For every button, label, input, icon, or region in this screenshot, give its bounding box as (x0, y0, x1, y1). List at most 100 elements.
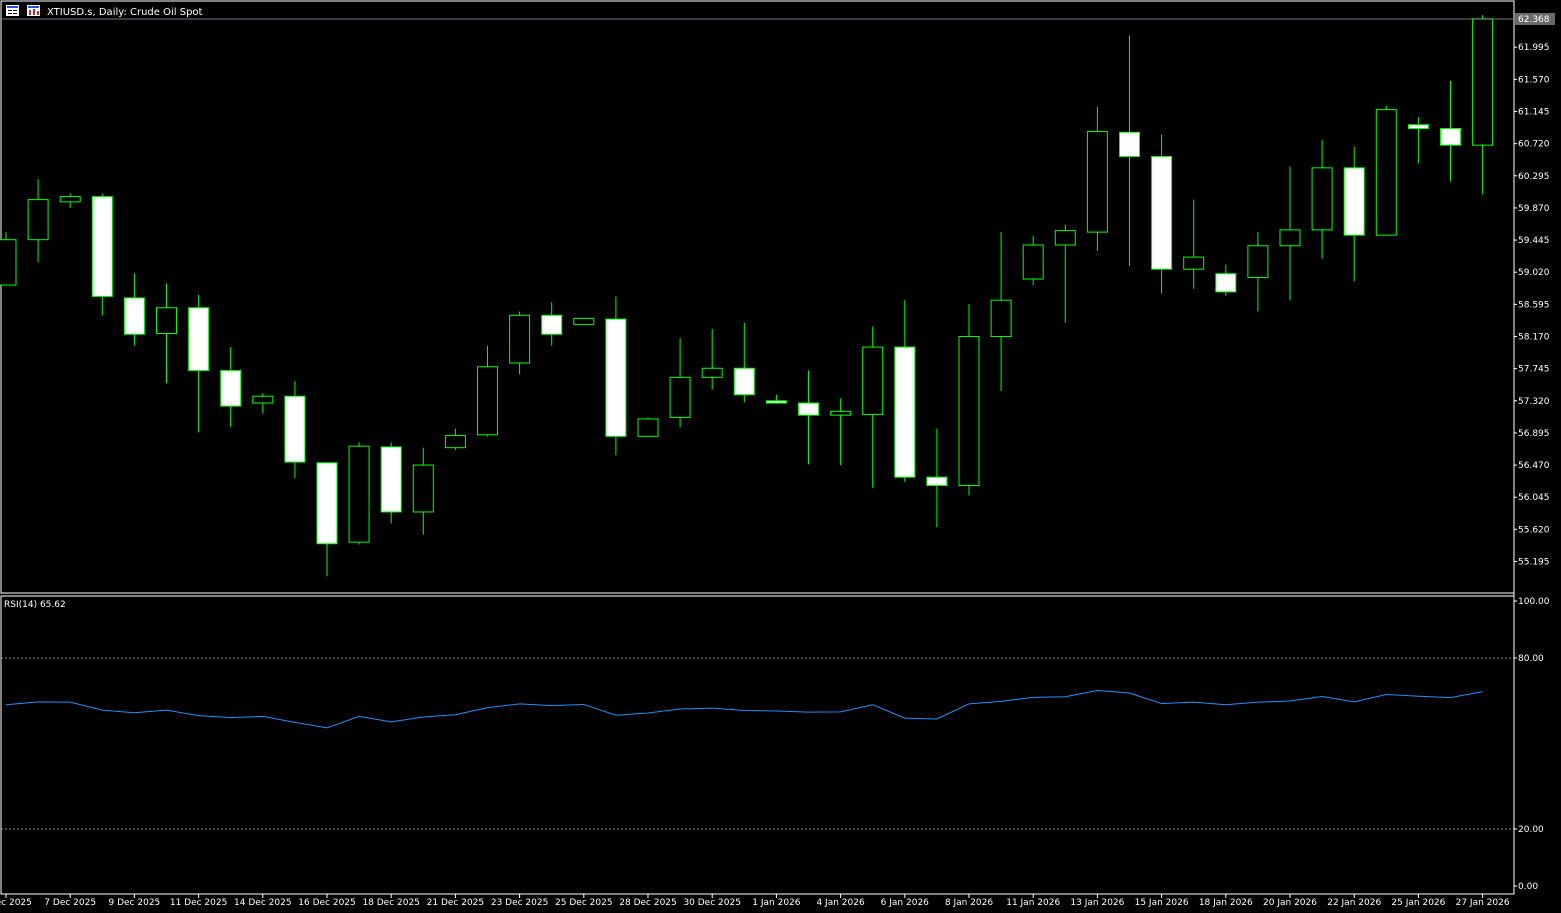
candle-body (765, 400, 787, 404)
price-tick-label: 60.720 (1518, 140, 1550, 150)
candle-body (798, 402, 819, 416)
candle-body (252, 395, 274, 404)
candle (541, 302, 563, 346)
candle (573, 317, 595, 325)
candle-body (1054, 230, 1076, 246)
price-tick-label: 56.470 (1518, 461, 1550, 471)
candle-body (1472, 18, 1494, 146)
candle (316, 462, 338, 577)
candle (1472, 15, 1494, 195)
current-price-badge (1515, 13, 1555, 25)
candle-body (188, 307, 210, 372)
candle-body (701, 367, 723, 378)
candle (220, 347, 242, 428)
candle-body (156, 307, 177, 334)
candle-body (1086, 131, 1108, 233)
candle (1247, 232, 1269, 312)
candle-body (1407, 124, 1429, 130)
bar-chart-icon[interactable] (27, 5, 40, 16)
price-tick-label: 59.445 (1518, 236, 1550, 246)
rsi-axis: 100.00 80.00 20.00 0.00 (1514, 597, 1550, 892)
candle-body (412, 464, 434, 513)
price-tick-label: 61.995 (1518, 43, 1550, 53)
time-tick-label: 27 Jan 2026 (1456, 898, 1510, 908)
time-tick-label: 4 Dec 2025 (0, 898, 32, 908)
candle-body (1375, 109, 1397, 236)
candle (1086, 106, 1108, 252)
candle-body (1440, 128, 1461, 146)
candle (958, 303, 980, 496)
price-tick-label: 61.145 (1518, 107, 1550, 117)
candle-body (123, 297, 145, 335)
candle-body (1119, 131, 1140, 157)
time-tick-label: 28 Dec 2025 (619, 898, 677, 908)
rsi-tick-label: 20.00 (1518, 825, 1544, 835)
candle (830, 398, 852, 466)
candle-body (573, 317, 595, 325)
candle (798, 370, 819, 465)
price-tick-label: 60.295 (1518, 172, 1550, 182)
candle (509, 311, 531, 375)
candle (348, 442, 370, 545)
time-tick-label: 21 Dec 2025 (427, 898, 485, 908)
candle-body (316, 462, 338, 545)
time-tick-label: 15 Jan 2026 (1135, 898, 1189, 908)
rsi-pane-frame (0, 595, 1515, 895)
rsi-tick-label: 0.00 (1518, 882, 1538, 892)
price-tick-label: 56.045 (1518, 493, 1550, 503)
candle (1311, 139, 1333, 259)
candle (1279, 166, 1301, 301)
candle-body (1247, 245, 1269, 279)
time-tick-label: 18 Dec 2025 (362, 898, 420, 908)
candle-body (380, 446, 402, 513)
title-separator: , (93, 7, 99, 18)
candle-body (637, 418, 659, 437)
price-tick-label: 55.195 (1518, 558, 1550, 568)
rsi-tick-label: 80.00 (1518, 654, 1544, 664)
candle-body (1151, 155, 1173, 270)
candle (1183, 199, 1205, 289)
candle (412, 447, 434, 535)
candle (990, 232, 1012, 391)
current-price-label: 62.368 (1518, 15, 1550, 25)
candle (669, 338, 691, 428)
candle (894, 300, 916, 482)
time-tick-label: 7 Dec 2025 (44, 898, 96, 908)
time-tick-label: 8 Jan 2026 (945, 898, 993, 908)
time-tick-label: 4 Jan 2026 (816, 898, 864, 908)
candle-body (1022, 244, 1044, 280)
price-tick-label: 57.745 (1518, 365, 1550, 375)
candle (91, 193, 113, 316)
candle-body (605, 318, 627, 437)
candle-body (541, 314, 563, 335)
time-tick-label: 30 Dec 2025 (683, 898, 741, 908)
candle-body (1215, 273, 1237, 293)
candle-body (0, 239, 17, 286)
candle-body (894, 346, 916, 478)
candle-body (444, 435, 466, 449)
time-tick-label: 25 Dec 2025 (555, 898, 613, 908)
time-tick-label: 1 Jan 2026 (752, 898, 800, 908)
time-tick-label: 22 Jan 2026 (1327, 898, 1381, 908)
time-tick-label: 16 Dec 2025 (298, 898, 356, 908)
time-axis: 4 Dec 2025 7 Dec 2025 9 Dec 2025 11 Dec 202… (0, 894, 1510, 908)
price-tick-label: 58.170 (1518, 332, 1550, 342)
candle-body (958, 335, 980, 486)
candle-body (1311, 167, 1333, 231)
grid-window-icon[interactable] (6, 5, 19, 16)
description-label: Crude Oil Spot (130, 7, 203, 18)
candle (59, 193, 81, 208)
chart-title: XTIUSD.s, Daily: Crude Oil Spot (47, 7, 203, 18)
candle-body (27, 199, 49, 241)
price-tick-label: 55.620 (1518, 525, 1550, 535)
candle (1215, 264, 1237, 296)
candle-body (990, 299, 1012, 337)
candlestick-series (0, 15, 1494, 577)
candle-body (284, 395, 306, 463)
candle (1375, 105, 1397, 236)
timeframe-label: Daily (99, 7, 124, 18)
price-tick-label: 58.595 (1518, 300, 1550, 310)
symbol-label: XTIUSD.s (47, 7, 93, 18)
time-tick-label: 13 Jan 2026 (1070, 898, 1124, 908)
